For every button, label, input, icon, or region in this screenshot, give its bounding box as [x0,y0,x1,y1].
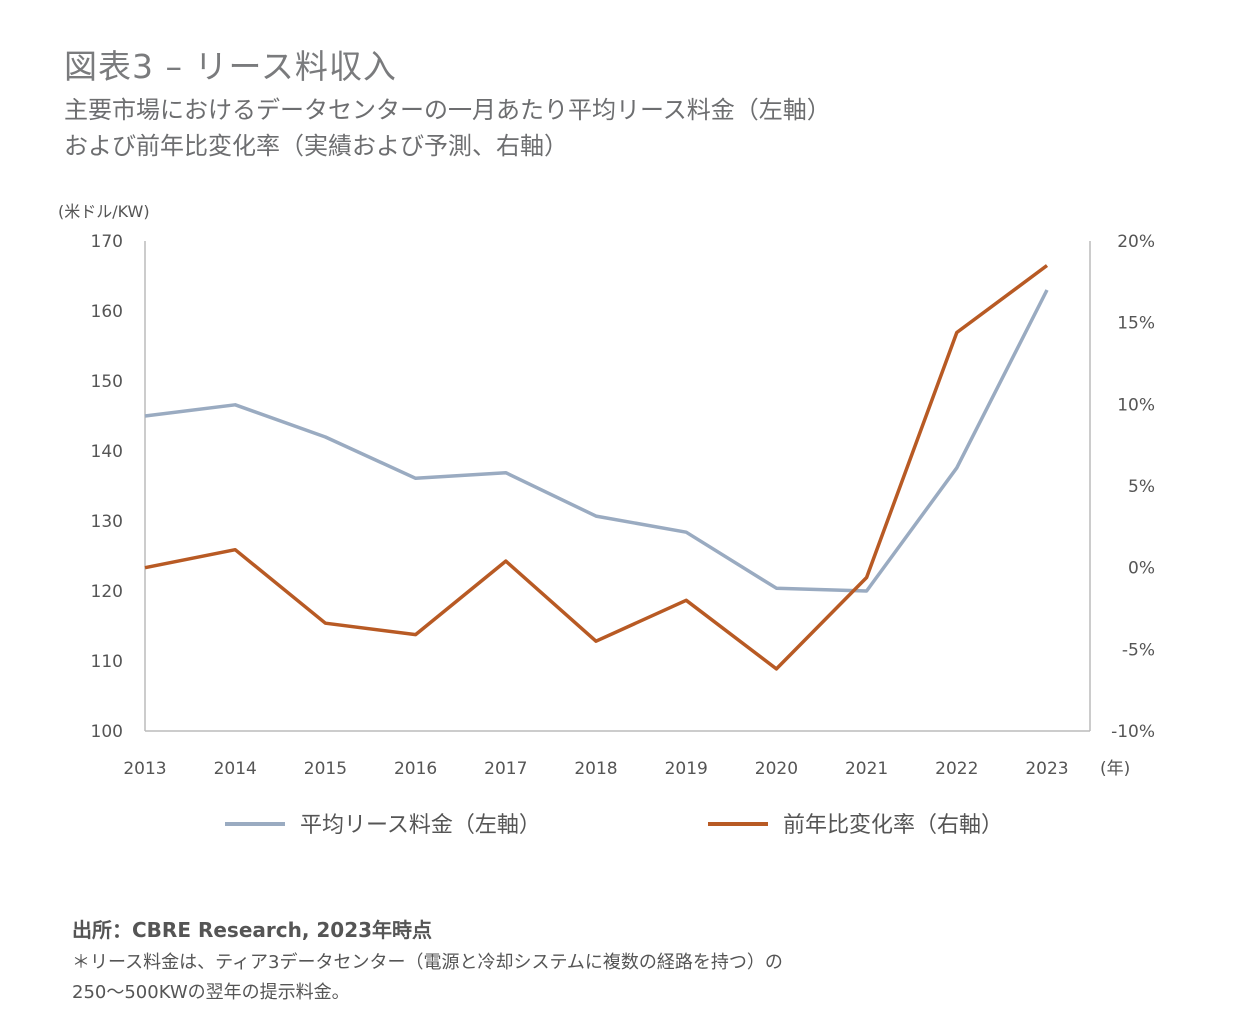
note-line2: 250～500KWの翌年の提示料金。 [72,982,350,1003]
chart-subtitle-line1: 主要市場におけるデータセンターの一月あたり平均リース料金（左軸） [64,96,831,124]
x-tick-label: 2014 [214,759,257,779]
x-tick-label: 2019 [665,759,708,779]
left-tick-label: 100 [91,722,123,742]
x-axis-label: (年) [1100,759,1130,779]
series-line-2 [144,264,1049,671]
legend-label-2: 前年比変化率（右軸） [783,813,1003,838]
chart-title: 図表3 – リース料収入 [64,47,397,86]
x-tick-label: 2017 [484,759,527,779]
left-axis-unit: (米ドル/KW) [58,202,150,221]
left-tick-label: 150 [91,372,123,392]
x-tick-label: 2015 [304,759,347,779]
left-tick-label: 160 [91,302,123,322]
right-tick-label: 15% [1117,314,1155,334]
right-tick-label: -5% [1122,640,1155,660]
right-tick-label: 20% [1117,232,1155,252]
series-line-1 [144,289,1049,593]
x-tick-label: 2023 [1025,759,1068,779]
x-tick-label: 2020 [755,759,798,779]
right-tick-label: 10% [1117,395,1155,415]
x-tick-label: 2022 [935,759,978,779]
x-tick-label: 2016 [394,759,437,779]
chart-subtitle-line2: および前年比変化率（実績および予測、右軸） [64,132,568,160]
left-tick-label: 110 [91,652,123,672]
x-tick-label: 2018 [574,759,617,779]
source-text: 出所：CBRE Research, 2023年時点 [72,918,433,942]
left-tick-label: 170 [91,232,123,252]
right-tick-label: 5% [1128,477,1155,497]
right-tick-label: 0% [1128,559,1155,579]
right-tick-label: -10% [1111,722,1155,742]
left-tick-label: 140 [91,442,123,462]
left-tick-label: 120 [91,582,123,602]
x-tick-label: 2021 [845,759,888,779]
note-line1: ＊リース料金は、ティア3データセンター（電源と冷却システムに複数の経路を持つ）の [72,952,783,973]
x-tick-label: 2013 [123,759,166,779]
legend-label-1: 平均リース料金（左軸） [300,813,541,838]
left-tick-label: 130 [91,512,123,532]
